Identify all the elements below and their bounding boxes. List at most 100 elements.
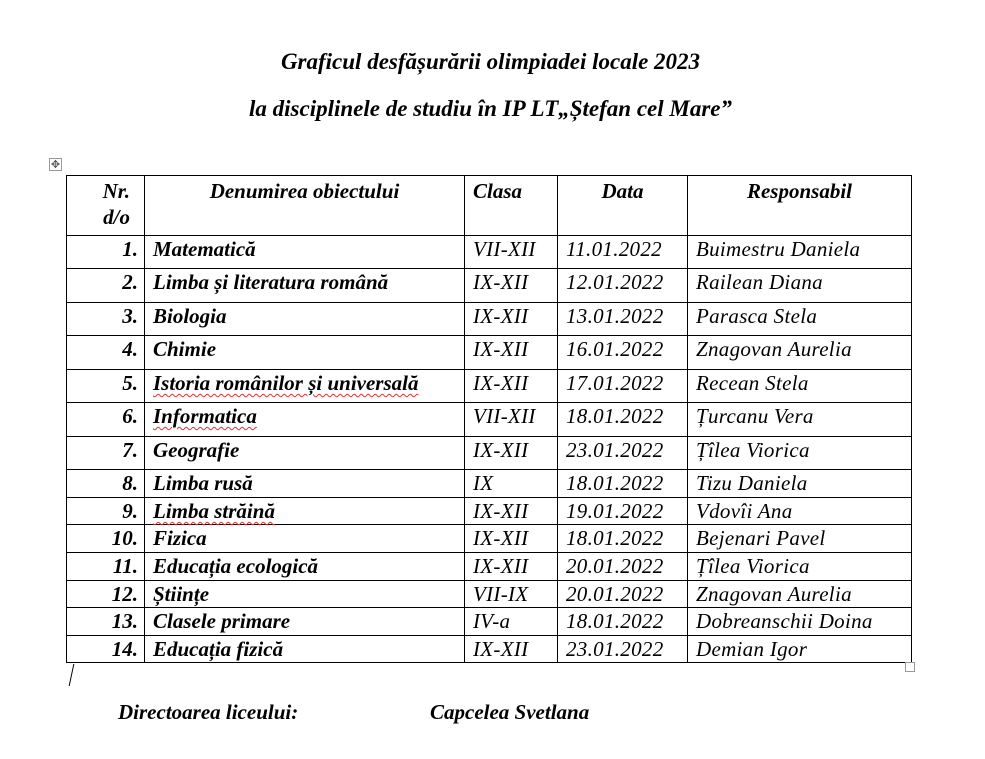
responsible-cell: Demian Igor bbox=[687, 635, 912, 663]
responsible-cell-text: Znagovan Aurelia bbox=[696, 582, 852, 606]
row-number: 3. bbox=[66, 302, 145, 336]
class-cell: IX-XII bbox=[464, 335, 558, 370]
class-cell-text: IV-a bbox=[473, 609, 511, 633]
responsible-cell: Bejenari Pavel bbox=[687, 524, 912, 553]
responsible-cell-text: Demian Igor bbox=[696, 637, 808, 661]
responsible-cell-text: Țurcanu Vera bbox=[696, 404, 814, 428]
date-cell-text: 12.01.2022 bbox=[566, 270, 664, 294]
subject-cell: Matematică bbox=[144, 235, 465, 269]
class-cell: IX-XII bbox=[464, 497, 558, 525]
date-cell: 18.01.2022 bbox=[557, 402, 688, 437]
row-number: 1. bbox=[66, 235, 145, 269]
table-row: 12. Științe VII-IX 20.01.2022 Znagovan Aurel… bbox=[66, 580, 912, 608]
table-resize-handle[interactable] bbox=[905, 662, 915, 672]
subject-cell-text: Matematică bbox=[153, 237, 256, 261]
subject-cell-text: Limba rusă bbox=[153, 471, 253, 495]
row-number-text: 11. bbox=[112, 554, 138, 578]
responsible-cell: Vdovîi Ana bbox=[687, 497, 912, 525]
date-cell: 18.01.2022 bbox=[557, 524, 688, 553]
subject-cell: Clasele primare bbox=[144, 607, 465, 636]
row-number-text: 5. bbox=[122, 371, 138, 395]
row-number: 14. bbox=[66, 635, 145, 663]
class-cell-text: IX-XII bbox=[473, 337, 529, 361]
responsible-cell-text: Buimestru Daniela bbox=[696, 237, 861, 261]
subject-cell: Biologia bbox=[144, 302, 465, 336]
text-cursor bbox=[68, 664, 75, 686]
class-cell-text: IX-XII bbox=[473, 499, 529, 523]
subject-cell: Istoria românilor și universală bbox=[144, 369, 465, 403]
row-number: 5. bbox=[66, 369, 145, 403]
subject-cell-text: Geografie bbox=[153, 438, 240, 462]
date-cell-text: 17.01.2022 bbox=[566, 371, 664, 395]
class-cell: IX-XII bbox=[464, 268, 558, 303]
date-cell-text: 11.01.2022 bbox=[566, 237, 662, 261]
responsible-cell: Railean Diana bbox=[687, 268, 912, 303]
date-cell-text: 18.01.2022 bbox=[566, 471, 664, 495]
date-cell: 18.01.2022 bbox=[557, 607, 688, 636]
row-number: 9. bbox=[66, 497, 145, 525]
date-cell: 12.01.2022 bbox=[557, 268, 688, 303]
responsible-cell: Znagovan Aurelia bbox=[687, 580, 912, 608]
table-row: 2. Limba și literatura română IX-XII 12.01.… bbox=[66, 268, 912, 303]
date-cell: 11.01.2022 bbox=[557, 235, 688, 269]
date-cell-text: 13.01.2022 bbox=[566, 304, 664, 328]
class-cell: IX-XII bbox=[464, 302, 558, 336]
class-cell: VII-XII bbox=[464, 235, 558, 269]
subject-cell-text: Informatica bbox=[153, 404, 257, 428]
row-number: 2. bbox=[66, 268, 145, 303]
table-row: 5. Istoria românilor și universală IX-XII 1… bbox=[66, 369, 912, 403]
row-number: 10. bbox=[66, 524, 145, 553]
class-cell: IX-XII bbox=[464, 524, 558, 553]
class-cell: VII-IX bbox=[464, 580, 558, 608]
subject-cell-text: Educația fizică bbox=[153, 637, 284, 661]
class-cell-text: VII-IX bbox=[473, 582, 529, 606]
responsible-cell: Znagovan Aurelia bbox=[687, 335, 912, 370]
date-cell: 23.01.2022 bbox=[557, 635, 688, 663]
class-cell-text: IX-XII bbox=[473, 304, 529, 328]
responsible-cell-text: Tizu Daniela bbox=[696, 471, 808, 495]
header-class: Clasa bbox=[464, 175, 558, 236]
subject-cell: Științe bbox=[144, 580, 465, 608]
class-cell-text: IX-XII bbox=[473, 526, 529, 550]
date-cell: 20.01.2022 bbox=[557, 580, 688, 608]
subject-cell: Geografie bbox=[144, 436, 465, 470]
class-cell-text: VII-XII bbox=[473, 237, 536, 261]
subject-cell-text: Științe bbox=[153, 582, 210, 606]
class-cell: IX-XII bbox=[464, 436, 558, 470]
date-cell: 16.01.2022 bbox=[557, 335, 688, 370]
header-subject: Denumirea obiectului bbox=[144, 175, 465, 236]
date-cell-text: 20.01.2022 bbox=[566, 554, 664, 578]
date-cell: 18.01.2022 bbox=[557, 469, 688, 498]
class-cell: IX bbox=[464, 469, 558, 498]
row-number: 7. bbox=[66, 436, 145, 470]
responsible-cell: Țurcanu Vera bbox=[687, 402, 912, 437]
date-cell: 19.01.2022 bbox=[557, 497, 688, 525]
date-cell: 13.01.2022 bbox=[557, 302, 688, 336]
responsible-cell: Buimestru Daniela bbox=[687, 235, 912, 269]
row-number: 11. bbox=[66, 552, 145, 581]
date-cell-text: 19.01.2022 bbox=[566, 499, 664, 523]
date-cell-text: 18.01.2022 bbox=[566, 526, 664, 550]
table-move-icon[interactable]: ✥ bbox=[49, 158, 62, 171]
responsible-cell-text: Țîlea Viorica bbox=[696, 438, 810, 462]
subject-cell-text: Limba străină bbox=[153, 499, 275, 523]
row-number: 4. bbox=[66, 335, 145, 370]
footer-role: Directoarea liceului: bbox=[118, 700, 299, 724]
class-cell: IX-XII bbox=[464, 635, 558, 663]
responsible-cell-text: Dobreanschii Doina bbox=[696, 609, 873, 633]
class-cell: IX-XII bbox=[464, 369, 558, 403]
date-cell: 23.01.2022 bbox=[557, 436, 688, 470]
responsible-cell: Țîlea Viorica bbox=[687, 436, 912, 470]
class-cell: VII-XII bbox=[464, 402, 558, 437]
table-row: 7. Geografie IX-XII 23.01.2022 Țîlea Viorica bbox=[66, 436, 912, 470]
subject-cell-text: Biologia bbox=[153, 304, 227, 328]
row-number-text: 6. bbox=[122, 404, 138, 428]
subject-cell-text: Educația ecologică bbox=[153, 554, 319, 578]
row-number-text: 10. bbox=[111, 526, 138, 550]
table-row: 6. Informatica VII-XII 18.01.2022 Țurcanu Ve… bbox=[66, 402, 912, 437]
responsible-cell: Tizu Daniela bbox=[687, 469, 912, 498]
document-title: Graficul desfășurării olimpiadei locale … bbox=[280, 49, 701, 74]
class-cell-text: IX-XII bbox=[473, 554, 529, 578]
subject-cell: Educația ecologică bbox=[144, 552, 465, 581]
footer-name: Capcelea Svetlana bbox=[430, 700, 590, 724]
